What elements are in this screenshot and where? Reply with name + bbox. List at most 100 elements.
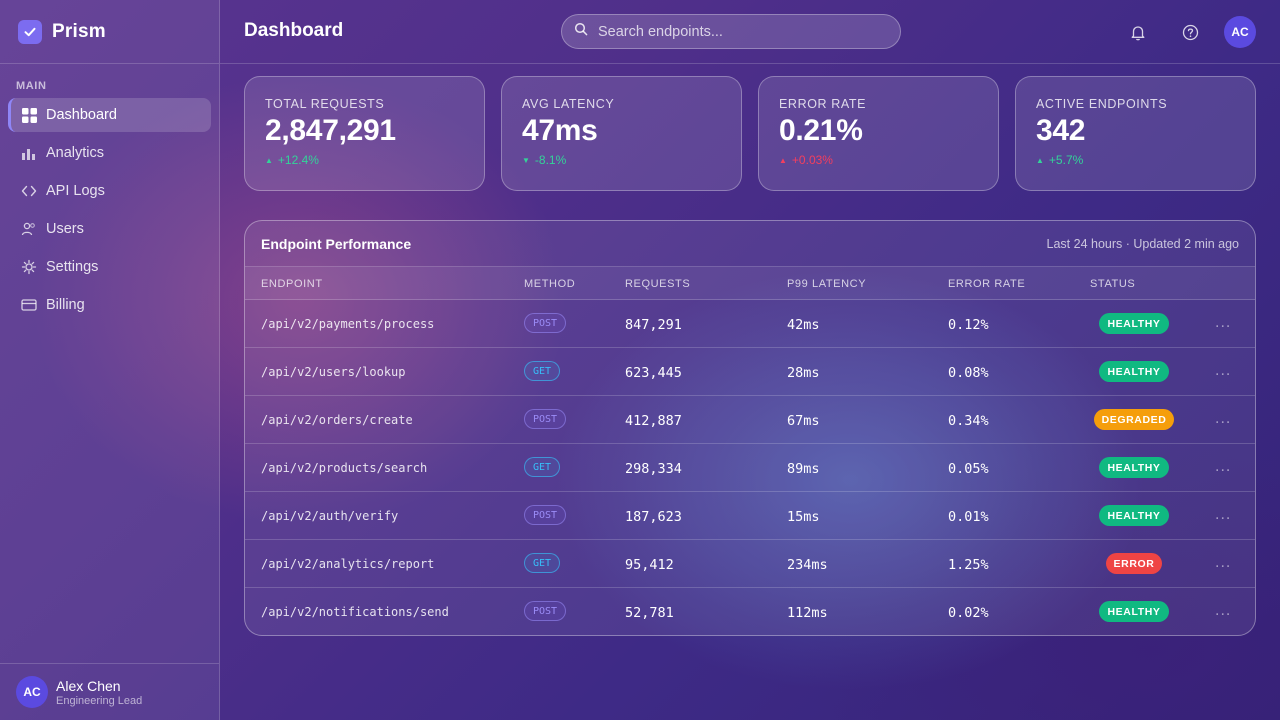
endpoint-path[interactable]: /api/v2/orders/create bbox=[261, 413, 413, 427]
help-icon[interactable] bbox=[1180, 22, 1200, 42]
endpoint-path[interactable]: /api/v2/notifications/send bbox=[261, 605, 449, 619]
table-row[interactable]: /api/v2/products/search GET 298,334 89ms 0.0… bbox=[245, 444, 1255, 492]
stat-value: 342 bbox=[1036, 114, 1086, 147]
more-options-icon[interactable]: ... bbox=[1215, 362, 1232, 379]
code-icon bbox=[20, 182, 38, 200]
stat-card-error-rate: ERROR RATE 0.21% ▲ +0.03% bbox=[758, 76, 999, 191]
endpoint-path[interactable]: /api/v2/products/search bbox=[261, 461, 428, 475]
table-row[interactable]: /api/v2/analytics/report GET 95,412 234ms 1.… bbox=[245, 540, 1255, 588]
table-row[interactable]: /api/v2/users/lookup GET 623,445 28ms 0.08% H… bbox=[245, 348, 1255, 396]
table-row[interactable]: /api/v2/notifications/send POST 52,781 112m… bbox=[245, 588, 1255, 635]
stat-card-total-requests: TOTAL REQUESTS 2,847,291 ▲ +12.4% bbox=[244, 76, 485, 191]
stat-delta: ▲ +0.03% bbox=[779, 153, 978, 167]
column-header-error-rate[interactable]: ERROR RATE bbox=[948, 278, 1026, 290]
stat-value: 2,847,291 bbox=[265, 114, 396, 147]
sidebar-item-api-logs[interactable]: API Logs bbox=[8, 174, 211, 208]
method-badge: GET bbox=[524, 457, 561, 477]
latency-value: 28ms bbox=[787, 365, 820, 381]
panel-title: Endpoint Performance bbox=[261, 236, 412, 252]
sidebar-item-dashboard[interactable]: Dashboard bbox=[8, 98, 211, 132]
user-role: Engineering Lead bbox=[56, 694, 143, 707]
sidebar-item-settings[interactable]: Settings bbox=[8, 250, 211, 284]
status-badge: HEALTHY bbox=[1099, 313, 1169, 334]
table-row[interactable]: /api/v2/payments/process POST 847,291 42ms 0… bbox=[245, 300, 1255, 348]
more-options-icon[interactable]: ... bbox=[1215, 314, 1232, 331]
endpoint-path[interactable]: /api/v2/payments/process bbox=[261, 317, 435, 331]
more-options-icon[interactable]: ... bbox=[1215, 602, 1232, 619]
error-rate-value: 0.08% bbox=[948, 365, 989, 381]
endpoint-path[interactable]: /api/v2/users/lookup bbox=[261, 365, 406, 379]
requests-value: 623,445 bbox=[625, 365, 682, 381]
error-rate-value: 0.01% bbox=[948, 509, 989, 525]
stat-delta: ▼ -8.1% bbox=[522, 153, 721, 167]
avatar: AC bbox=[16, 676, 48, 708]
stat-label: ACTIVE ENDPOINTS bbox=[1036, 97, 1168, 111]
stat-value: 47ms bbox=[522, 114, 598, 147]
search-input[interactable] bbox=[598, 23, 878, 40]
panel-meta: Last 24 hours · Updated 2 min ago bbox=[1046, 237, 1239, 251]
users-icon bbox=[20, 220, 38, 238]
sidebar-item-label: Billing bbox=[46, 297, 85, 313]
column-header-requests[interactable]: REQUESTS bbox=[625, 278, 691, 290]
column-header-method[interactable]: METHOD bbox=[524, 278, 576, 290]
sidebar-item-label: Settings bbox=[46, 259, 99, 275]
error-rate-value: 1.25% bbox=[948, 557, 989, 573]
requests-value: 187,623 bbox=[625, 509, 682, 525]
user-profile[interactable]: AC Alex Chen Engineering Lead bbox=[0, 663, 219, 720]
grid-icon bbox=[20, 106, 38, 124]
search-box[interactable] bbox=[561, 14, 901, 49]
stat-card-active-endpoints: ACTIVE ENDPOINTS 342 ▲ +5.7% bbox=[1015, 76, 1256, 191]
stat-delta: ▲ +5.7% bbox=[1036, 153, 1235, 167]
more-options-icon[interactable]: ... bbox=[1215, 554, 1232, 571]
top-header: Dashboard AC bbox=[220, 0, 1280, 64]
error-rate-value: 0.12% bbox=[948, 317, 989, 333]
method-badge: GET bbox=[524, 553, 561, 573]
stat-delta: ▲ +12.4% bbox=[265, 153, 464, 167]
endpoint-path[interactable]: /api/v2/auth/verify bbox=[261, 509, 399, 523]
sidebar-item-label: Dashboard bbox=[46, 107, 117, 123]
bell-icon[interactable] bbox=[1128, 22, 1148, 42]
sidebar-item-label: Analytics bbox=[46, 145, 105, 161]
status-badge: HEALTHY bbox=[1099, 505, 1169, 526]
stat-delta-value: -8.1% bbox=[534, 153, 567, 167]
endpoint-path[interactable]: /api/v2/analytics/report bbox=[261, 557, 435, 571]
sidebar-item-billing[interactable]: Billing bbox=[8, 288, 211, 322]
column-header-status[interactable]: STATUS bbox=[1090, 278, 1136, 290]
trend-up-icon: ▲ bbox=[1036, 155, 1044, 165]
sidebar-item-label: API Logs bbox=[46, 183, 105, 199]
table-row[interactable]: /api/v2/orders/create POST 412,887 67ms 0.34… bbox=[245, 396, 1255, 444]
requests-value: 52,781 bbox=[625, 605, 674, 621]
prism-logo-icon bbox=[18, 19, 42, 44]
requests-value: 298,334 bbox=[625, 461, 682, 477]
header-avatar[interactable]: AC bbox=[1224, 16, 1256, 48]
latency-value: 112ms bbox=[787, 605, 828, 621]
stat-label: ERROR RATE bbox=[779, 97, 867, 111]
error-rate-value: 0.05% bbox=[948, 461, 989, 477]
sidebar-item-users[interactable]: Users bbox=[8, 212, 211, 246]
status-badge: HEALTHY bbox=[1099, 361, 1169, 382]
brand[interactable]: Prism bbox=[0, 0, 219, 64]
status-badge: HEALTHY bbox=[1099, 457, 1169, 478]
requests-value: 847,291 bbox=[625, 317, 682, 333]
brand-name: Prism bbox=[52, 20, 106, 42]
method-badge: POST bbox=[524, 505, 567, 525]
status-badge: HEALTHY bbox=[1099, 601, 1169, 622]
sidebar-item-analytics[interactable]: Analytics bbox=[8, 136, 211, 170]
more-options-icon[interactable]: ... bbox=[1215, 506, 1232, 523]
stat-value: 0.21% bbox=[779, 114, 863, 147]
more-options-icon[interactable]: ... bbox=[1215, 410, 1232, 427]
method-badge: GET bbox=[524, 361, 561, 381]
column-header-p99-latency[interactable]: P99 LATENCY bbox=[787, 278, 867, 290]
more-options-icon[interactable]: ... bbox=[1215, 458, 1232, 475]
nav-section-label: MAIN bbox=[16, 80, 47, 92]
column-header-endpoint[interactable]: ENDPOINT bbox=[261, 278, 323, 290]
stat-label: TOTAL REQUESTS bbox=[265, 97, 385, 111]
stat-delta-value: +0.03% bbox=[791, 153, 833, 167]
table-row[interactable]: /api/v2/auth/verify POST 187,623 15ms 0.01% H… bbox=[245, 492, 1255, 540]
error-rate-value: 0.34% bbox=[948, 413, 989, 429]
latency-value: 42ms bbox=[787, 317, 820, 333]
search-icon bbox=[574, 22, 588, 41]
sidebar-item-label: Users bbox=[46, 221, 84, 237]
stat-label: AVG LATENCY bbox=[522, 97, 615, 111]
requests-value: 95,412 bbox=[625, 557, 674, 573]
